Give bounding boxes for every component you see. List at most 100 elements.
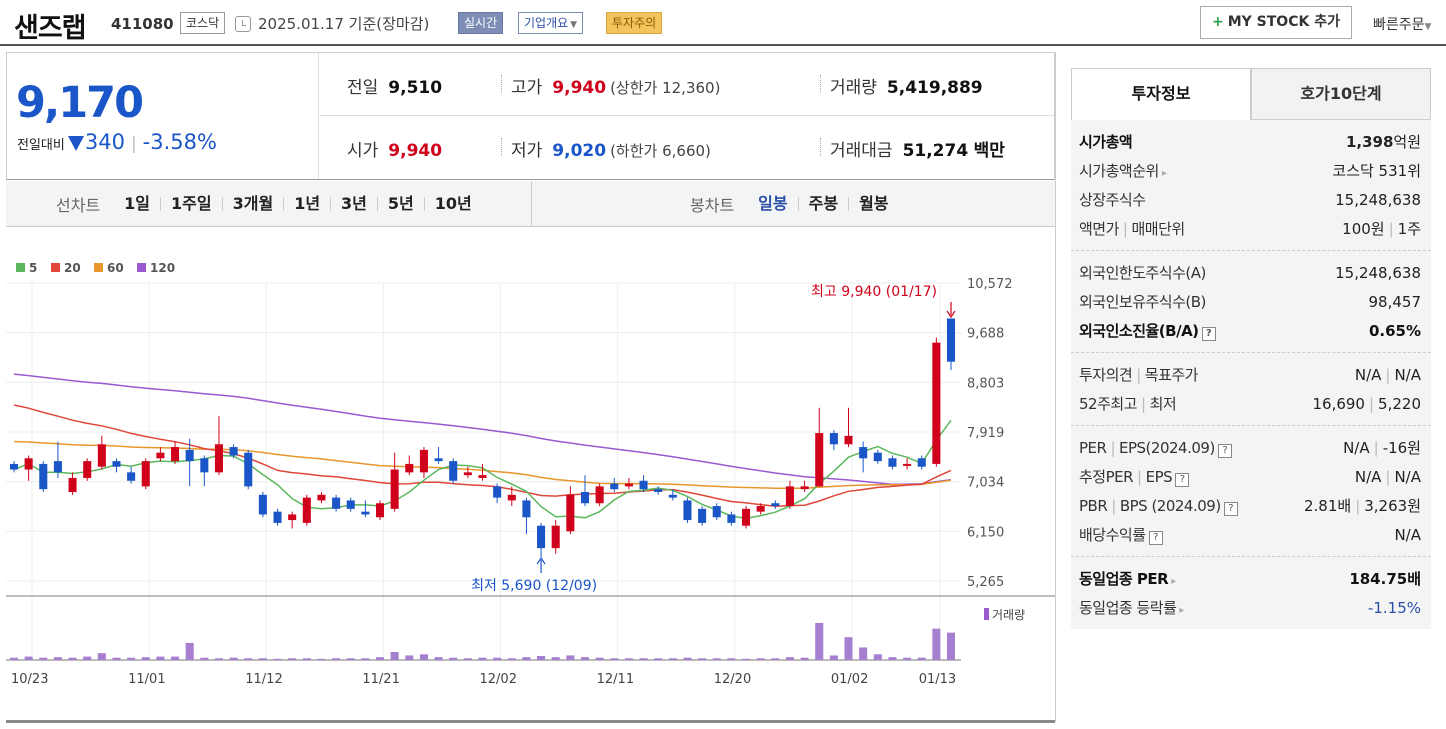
- candle-body: [317, 494, 326, 501]
- chevron-right-icon: ▸: [1171, 576, 1176, 587]
- market-cap-row: 시가총액 1,398억원: [1079, 133, 1421, 151]
- volume-bar: [815, 622, 824, 660]
- volume-bar: [829, 655, 838, 660]
- volume-bar: [156, 656, 165, 660]
- y-tick-label: 8,803: [967, 376, 1004, 391]
- candle-body: [419, 449, 428, 473]
- w52-row: 52주최고 | 최저 16,690 | 5,220: [1079, 395, 1421, 413]
- side-body: 시가총액 1,398억원 시가총액순위 ▸ 코스닥 531위 상장주식수 15,248,…: [1071, 120, 1431, 629]
- realtime-button[interactable]: 실시간: [458, 12, 504, 34]
- candle-body: [815, 433, 824, 487]
- help-icon[interactable]: ?: [1175, 473, 1190, 487]
- candle-body: [493, 486, 502, 498]
- tab-order-book[interactable]: 호가10단계: [1251, 68, 1431, 120]
- pbr-row: PBR | BPS (2024.09)? 2.81배 | 3,263원: [1079, 497, 1421, 516]
- candle-body: [434, 458, 443, 462]
- shares-row: 상장주식수 15,248,638: [1079, 191, 1421, 209]
- candle-body: [742, 508, 751, 526]
- volume-bar: [24, 656, 33, 660]
- candle-body: [127, 472, 136, 481]
- candle-body: [112, 461, 121, 467]
- help-icon[interactable]: ?: [1201, 327, 1216, 341]
- candle-body: [273, 511, 282, 523]
- volume-bar: [903, 657, 912, 660]
- volume-bar: [185, 642, 194, 660]
- industry-per-row[interactable]: 동일업종 PER ▸ 184.75배: [1079, 570, 1421, 588]
- y-tick-label: 6,150: [967, 525, 1004, 540]
- tab-1week[interactable]: 1주일: [160, 196, 222, 212]
- candle-body: [9, 463, 19, 470]
- est-per-row: 추정PER | EPS? N/A | N/A: [1079, 468, 1421, 487]
- volume-bar: [595, 657, 604, 660]
- legend-swatch: [137, 263, 146, 272]
- change-value: 340: [84, 130, 125, 154]
- price-change: 전일대비 340 | -3.58%: [17, 130, 217, 154]
- quick-order-dropdown[interactable]: 빠른주문▼: [1373, 14, 1431, 34]
- candle-body: [375, 503, 385, 518]
- volume-bar: [785, 657, 794, 660]
- help-icon[interactable]: ?: [1217, 444, 1232, 458]
- side-tabs: 투자정보 호가10단계: [1071, 68, 1431, 120]
- tab-10year[interactable]: 10년: [423, 196, 482, 212]
- help-icon[interactable]: ?: [1223, 502, 1238, 516]
- help-icon[interactable]: ?: [1148, 531, 1163, 545]
- tab-monthly[interactable]: 월봉: [848, 196, 898, 212]
- foreign-section: 외국인한도주식수(A) 15,248,638 외국인보유주식수(B) 98,457 …: [1071, 251, 1431, 353]
- candlestick-chart[interactable]: 5 20 60 120 10,572 9,688 8,803 7,919 7,034 6,150 5…: [6, 228, 1055, 722]
- tab-weekly[interactable]: 주봉: [797, 196, 848, 212]
- tab-1year[interactable]: 1년: [283, 196, 330, 212]
- price-row-2: 시가 9,940 저가 9,020 (하한가 6,660) 거래대금 51,274 백만: [320, 116, 1054, 179]
- legend-label: 60: [107, 261, 124, 275]
- candle-chart-tabs: 봉차트 일봉 주봉 월봉: [690, 181, 899, 227]
- foreign-hold-row: 외국인보유주식수(B) 98,457: [1079, 293, 1421, 311]
- volume-bar: [361, 658, 370, 660]
- volume-bar: [332, 658, 341, 660]
- volume-bar: [698, 658, 707, 660]
- candle-body: [844, 435, 853, 445]
- tab-3month[interactable]: 3개월: [221, 196, 284, 212]
- volume-bar: [507, 658, 516, 660]
- company-overview-dropdown[interactable]: 기업개요 ▼: [518, 12, 584, 34]
- opinion-section: 투자의견 | 목표주가 N/A | N/A 52주최고 | 최저 16,690 | 5,220: [1071, 353, 1431, 426]
- volume-bar: [463, 658, 472, 660]
- stock-chart[interactable]: 5 20 60 120 10,572 9,688 8,803 7,919 7,034 6,150 5…: [6, 228, 1055, 722]
- candle-body: [214, 444, 223, 473]
- candle-body: [244, 452, 253, 487]
- high-arrow-head: [946, 310, 956, 319]
- trade-amount: 거래대금 51,274 백만: [830, 141, 1005, 161]
- candle-body: [756, 506, 765, 512]
- tab-5year[interactable]: 5년: [376, 196, 424, 212]
- line-chart-label: 선차트: [56, 196, 101, 215]
- add-my-stock-button[interactable]: + MY STOCK 추가: [1200, 6, 1352, 39]
- volume-bar: [537, 656, 546, 660]
- industry-change-row[interactable]: 동일업종 등락률 ▸ -1.15%: [1079, 599, 1421, 617]
- stock-name: 샌즈랩: [14, 13, 87, 44]
- date-text: 2025.01.17 기준(장마감): [258, 15, 430, 33]
- volume-bar: [9, 657, 19, 660]
- candle-body: [507, 494, 516, 501]
- volume-bar: [141, 657, 150, 660]
- chevron-down-icon: ▼: [1424, 22, 1432, 32]
- volume-bar: [800, 657, 809, 660]
- volume-bar: [229, 657, 238, 660]
- volume-bar: [302, 658, 311, 660]
- candle-chart-label: 봉차트: [690, 196, 735, 215]
- market-cap-rank-row[interactable]: 시가총액순위 ▸ 코스닥 531위: [1079, 162, 1421, 180]
- legend-swatch: [16, 263, 25, 272]
- candle-body: [610, 483, 619, 490]
- candle-body: [712, 506, 721, 518]
- tab-daily[interactable]: 일봉: [758, 194, 788, 213]
- low-price: 저가 9,020 (하한가 6,660): [511, 141, 711, 161]
- volume-bar: [873, 654, 882, 660]
- volume-bar: [756, 658, 765, 660]
- tab-3year[interactable]: 3년: [330, 196, 377, 212]
- tab-1day[interactable]: 1일: [124, 194, 151, 213]
- volume-bar: [478, 657, 487, 660]
- chart-tab-bar: 선차트 1일 1주일 3개월 1년 3년 5년 10년 봉차트 일봉 주봉 월봉: [6, 181, 1055, 227]
- volume-bar: [390, 652, 399, 660]
- candle-body: [68, 477, 77, 492]
- volume-bar: [214, 658, 223, 660]
- volume-bar: [580, 657, 590, 660]
- volume-bar: [493, 657, 502, 660]
- tab-investment-info[interactable]: 투자정보: [1071, 68, 1251, 120]
